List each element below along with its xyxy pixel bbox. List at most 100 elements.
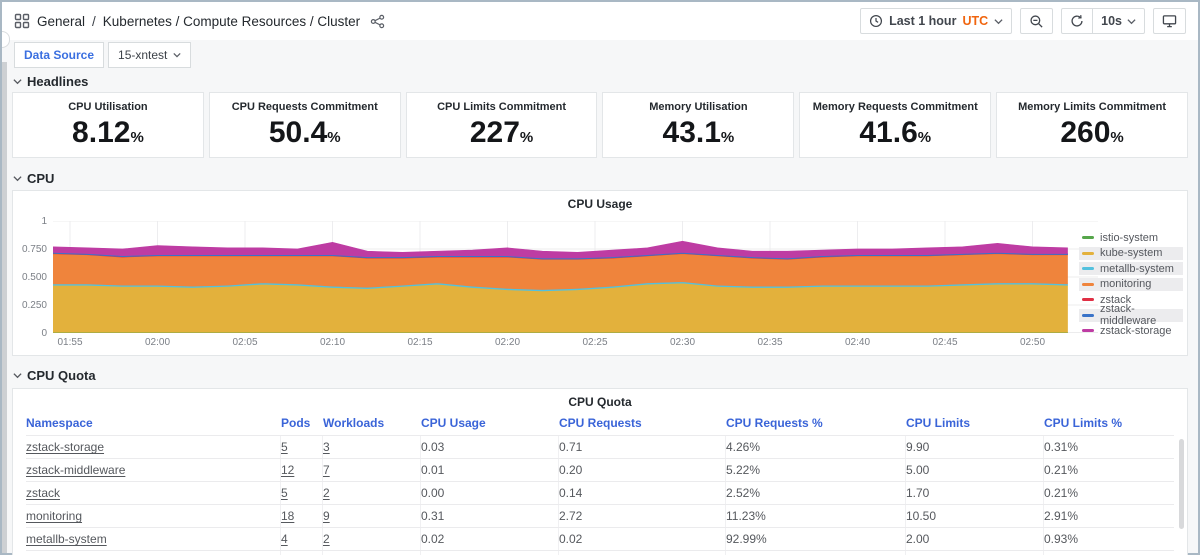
stat-panel-memory-limits-commitment: Memory Limits Commitment 260% — [996, 92, 1188, 158]
time-range-label: Last 1 hour — [889, 14, 957, 28]
x-tick-label: 02:30 — [669, 337, 696, 348]
table-row: metallb-system 4 2 0.02 0.02 92.99% 2.00 0.93% — [26, 527, 1174, 550]
table-cell: 12 — [281, 459, 323, 481]
section-title: CPU — [27, 170, 55, 186]
row-header-cpu-quota[interactable]: CPU Quota — [13, 365, 96, 385]
drilldown-link[interactable]: 2 — [323, 532, 330, 546]
panel-title[interactable]: CPU Quota — [568, 395, 632, 409]
stat-title[interactable]: CPU Requests Commitment — [231, 101, 378, 113]
table-cell: 0.21% — [1044, 486, 1079, 500]
table-cell: 0.98 — [559, 551, 726, 555]
stat-title[interactable]: Memory Limits Commitment — [1018, 101, 1167, 113]
zoom-out-button[interactable] — [1020, 8, 1054, 34]
x-tick-label: 02:25 — [582, 337, 608, 348]
stat-value: 50.4% — [268, 116, 341, 149]
table-cell: 2.52% — [726, 482, 906, 504]
table-body: zstack-storage 5 3 0.03 0.71 4.26% 9.90 0.31% zs… — [26, 435, 1174, 555]
x-tick-label: 02:35 — [757, 337, 783, 348]
table-cell: monitoring — [26, 505, 281, 527]
cpu-usage-chart[interactable] — [53, 221, 1098, 333]
timezone-label: UTC — [962, 14, 989, 28]
breadcrumb-dashboard-title[interactable]: Kubernetes / Compute Resources / Cluster — [102, 13, 361, 29]
column-header[interactable]: CPU Usage — [421, 416, 486, 430]
apps-grid-icon[interactable] — [14, 13, 30, 29]
column-header[interactable]: Workloads — [323, 416, 385, 430]
table-cell: 10.50 — [906, 505, 1044, 527]
table-cell: 5 — [281, 436, 323, 458]
time-picker-button[interactable]: Last 1 hour UTC — [860, 8, 1013, 34]
breadcrumb-folder[interactable]: General — [37, 13, 86, 29]
drilldown-link[interactable]: zstack-storage — [26, 440, 105, 454]
refresh-interval-dropdown[interactable]: 10s — [1092, 9, 1144, 33]
legend-item-metallb-system[interactable]: metallb-system — [1079, 262, 1183, 275]
legend-label: kube-system — [1100, 247, 1163, 259]
kiosk-mode-button[interactable] — [1153, 8, 1186, 34]
legend-label: monitoring — [1100, 278, 1152, 290]
y-tick-label: 0.500 — [21, 272, 47, 283]
legend-item-zstack-middleware[interactable]: zstack-middleware — [1079, 303, 1183, 327]
table-cell: 0.14 — [559, 482, 726, 504]
drilldown-link[interactable]: 5 — [281, 486, 288, 500]
stat-title[interactable]: Memory Requests Commitment — [812, 101, 978, 113]
column-header[interactable]: CPU Limits — [906, 416, 971, 430]
row-header-headlines[interactable]: Headlines — [13, 71, 88, 91]
x-tick-label: 01:55 — [57, 337, 83, 348]
column-header[interactable]: CPU Limits % — [1044, 416, 1123, 430]
legend-item-kube-system[interactable]: kube-system — [1079, 246, 1183, 260]
legend-item-zstack[interactable]: zstack — [1079, 293, 1183, 306]
y-tick-label: 0.250 — [21, 300, 47, 311]
drilldown-link[interactable]: zstack-middleware — [26, 463, 126, 477]
x-tick-label: 02:05 — [232, 337, 258, 348]
column-header[interactable]: CPU Requests — [559, 416, 642, 430]
table-cell: 11.23% — [726, 505, 906, 527]
drilldown-link[interactable]: zstack — [26, 486, 61, 500]
page-scrollbar[interactable] — [2, 62, 7, 553]
legend-item-istio-system[interactable]: istio-system — [1079, 231, 1183, 244]
stat-title[interactable]: Memory Utilisation — [649, 101, 748, 113]
table-scrollbar[interactable] — [1179, 439, 1184, 529]
legend-swatch — [1082, 236, 1094, 239]
table-cell: 0.31 — [421, 505, 559, 527]
x-tick-label: 02:40 — [844, 337, 871, 348]
table-cell: zstack-storage — [26, 436, 281, 458]
drilldown-link[interactable]: 3 — [323, 440, 330, 454]
drilldown-link[interactable]: 5 — [281, 440, 288, 454]
breadcrumb: General / Kubernetes / Compute Resources… — [14, 13, 385, 29]
drilldown-link[interactable]: monitoring — [26, 509, 83, 523]
drilldown-link[interactable]: 4 — [281, 532, 288, 546]
drilldown-link[interactable]: 12 — [281, 463, 295, 477]
table-cell: 2.91% — [1044, 509, 1079, 523]
row-header-cpu[interactable]: CPU — [13, 168, 54, 188]
stat-title[interactable]: CPU Limits Commitment — [437, 101, 567, 113]
datasource-variable-dropdown[interactable]: 15-xntest — [108, 42, 192, 68]
panel-title[interactable]: CPU Usage — [567, 197, 633, 211]
drilldown-link[interactable]: 18 — [281, 509, 295, 523]
section-title: CPU Quota — [27, 367, 96, 383]
table-row: zstack-middleware 12 7 0.01 0.20 5.22% 5.00 0.2… — [26, 458, 1174, 481]
table-cell: 0.00 — [421, 482, 559, 504]
column-header[interactable]: Namespace — [26, 416, 93, 430]
headline-stats: CPU Utilisation 8.12% CPU Requests Commi… — [12, 92, 1188, 158]
x-tick-label: 02:20 — [494, 337, 521, 348]
column-header[interactable]: CPU Requests % — [726, 416, 823, 430]
drilldown-link[interactable]: 9 — [323, 509, 330, 523]
stat-title[interactable]: CPU Utilisation — [68, 101, 148, 113]
clock-icon — [869, 14, 883, 28]
drilldown-link[interactable]: metallb-system — [26, 532, 107, 546]
legend-item-monitoring[interactable]: monitoring — [1079, 277, 1183, 291]
column-header[interactable]: Pods — [281, 416, 311, 430]
nav-controls: Last 1 hour UTC — [860, 8, 1186, 34]
legend-item-zstack-storage[interactable]: zstack-storage — [1079, 324, 1183, 337]
legend-label: zstack-storage — [1100, 324, 1172, 337]
drilldown-link[interactable]: 2 — [323, 486, 330, 500]
legend-swatch — [1082, 251, 1094, 255]
table-cell: 0.20 — [559, 459, 726, 481]
monitor-icon — [1162, 14, 1177, 28]
refresh-button[interactable] — [1062, 9, 1092, 33]
drilldown-link[interactable]: 7 — [323, 463, 330, 477]
series-zstack-storage[interactable] — [53, 240, 1068, 259]
legend-label: zstack-middleware — [1100, 303, 1157, 327]
share-icon[interactable] — [370, 14, 385, 29]
table-cell: 0.93% — [1044, 532, 1079, 546]
table-cell: 5 — [281, 482, 323, 504]
